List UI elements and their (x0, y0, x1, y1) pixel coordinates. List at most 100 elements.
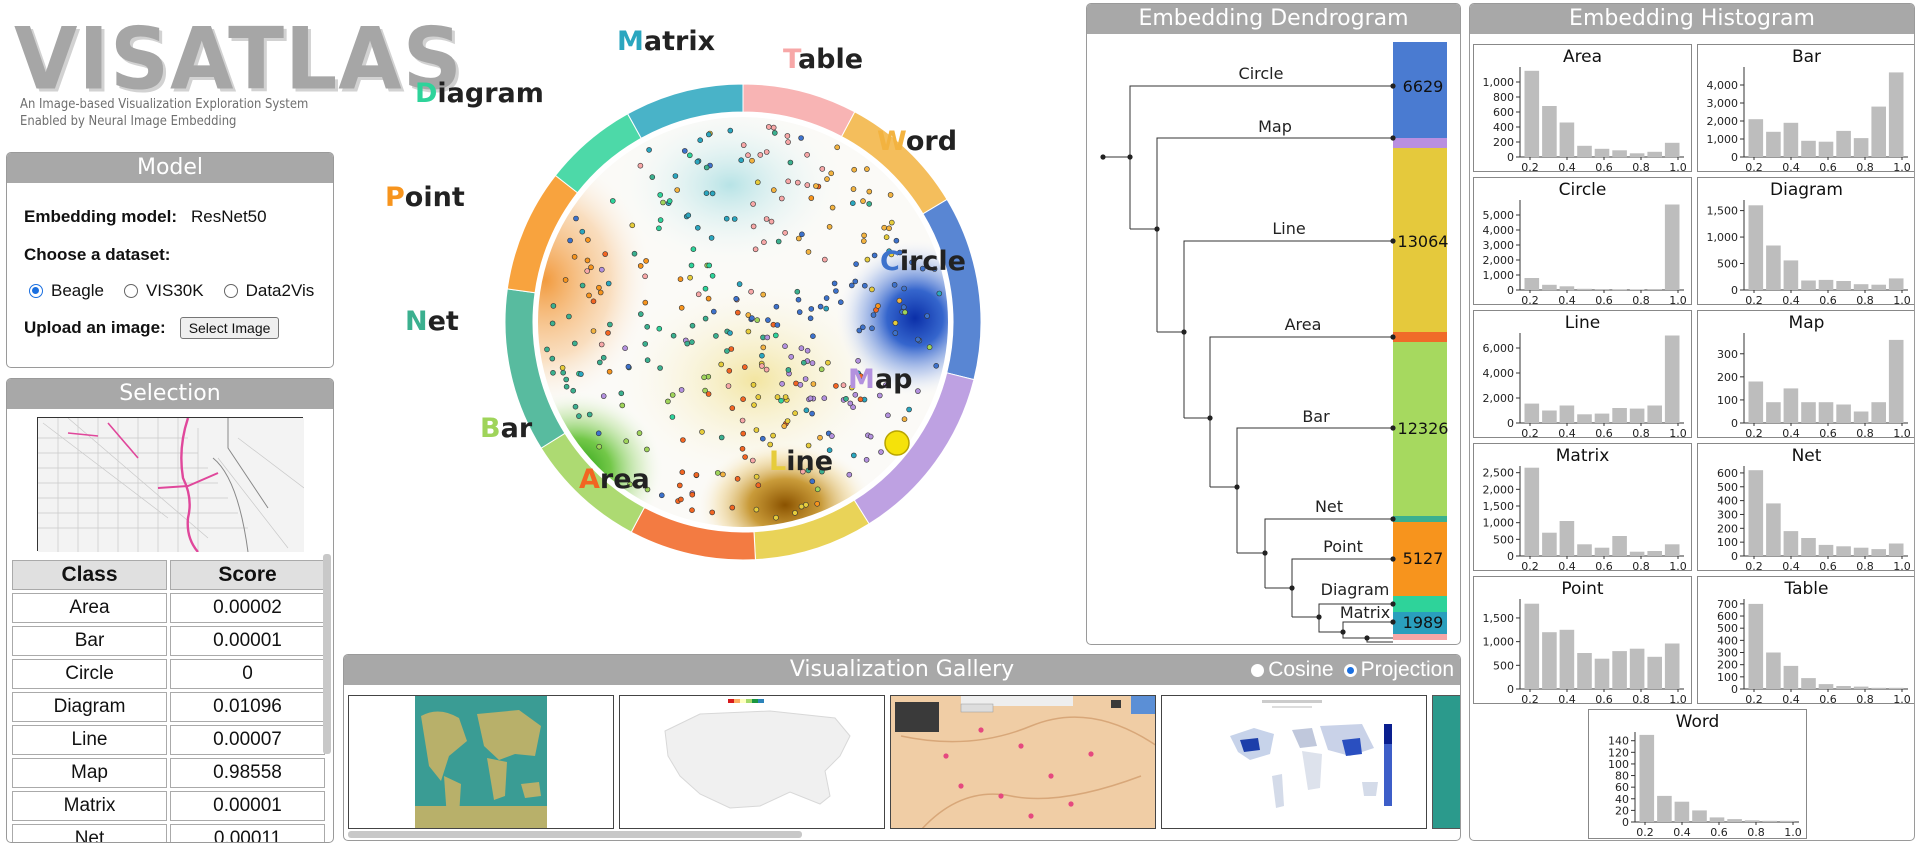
embedding-point[interactable] (857, 373, 864, 379)
embedding-point[interactable] (819, 166, 826, 172)
ring-segment-diagram[interactable] (554, 113, 642, 194)
embedding-point[interactable] (753, 427, 760, 433)
histogram-bar[interactable] (1748, 603, 1764, 689)
embedding-point[interactable] (826, 224, 833, 230)
embedding-point[interactable] (851, 166, 858, 173)
embedding-point[interactable] (807, 395, 814, 402)
histogram-bar[interactable] (1888, 278, 1904, 290)
embedding-point[interactable] (760, 291, 767, 298)
embedding-point[interactable] (674, 187, 681, 193)
embedding-point[interactable] (888, 219, 895, 226)
embedding-point[interactable] (864, 166, 870, 172)
embedding-point[interactable] (745, 312, 752, 318)
histogram-bar[interactable] (1524, 603, 1540, 689)
histogram-point[interactable]: Point 1,500 1,000 500 0 0.2 0.4 0.6 0.8 1.0 (1473, 576, 1692, 705)
embedding-point[interactable] (869, 325, 875, 332)
embedding-point[interactable] (742, 454, 748, 460)
embedding-point[interactable] (731, 216, 738, 222)
embedding-point[interactable] (740, 430, 747, 437)
histogram-bar[interactable] (1818, 141, 1834, 157)
embedding-point[interactable] (787, 159, 794, 166)
histogram-bar[interactable] (1577, 288, 1592, 290)
embedding-point[interactable] (755, 482, 762, 489)
histogram-bar[interactable] (1766, 503, 1781, 556)
embedding-point[interactable] (723, 215, 730, 222)
histogram-bar[interactable] (1762, 820, 1777, 822)
embedding-point[interactable] (855, 357, 861, 364)
histogram-bar[interactable] (1853, 411, 1869, 424)
embedding-point[interactable] (637, 311, 644, 317)
embedding-point[interactable] (598, 341, 605, 348)
histogram-map[interactable]: Map 300 200 100 0 0.2 0.4 0.6 0.8 1.0 (1697, 310, 1914, 439)
embedding-point[interactable] (754, 317, 761, 323)
embedding-point[interactable] (688, 262, 695, 269)
embedding-point[interactable] (759, 352, 765, 359)
embedding-point[interactable] (915, 336, 921, 343)
histogram-bar[interactable] (1888, 72, 1904, 157)
embedding-point[interactable] (850, 404, 856, 411)
histogram-bar[interactable] (1871, 284, 1886, 290)
histogram-net[interactable]: Net 600 500 400 300 200 100 0 0.2 0.4 0.6 0.8 1.0 (1697, 443, 1914, 572)
embedding-point[interactable] (729, 504, 736, 511)
embedding-point[interactable] (684, 340, 691, 347)
embedding-point[interactable] (846, 471, 853, 478)
embedding-point[interactable] (738, 157, 745, 163)
histogram-bar[interactable] (1836, 546, 1851, 556)
embedding-point[interactable] (785, 178, 792, 185)
embedding-point[interactable] (800, 359, 807, 366)
embedding-point[interactable] (770, 432, 776, 439)
class-column-header[interactable]: Class (12, 560, 167, 590)
embedding-point[interactable] (586, 411, 593, 418)
embedding-point[interactable] (774, 322, 781, 328)
embedding-point[interactable] (809, 410, 815, 417)
gallery-item[interactable] (1161, 695, 1427, 829)
embedding-point[interactable] (709, 509, 716, 516)
embedding-point[interactable] (792, 410, 798, 417)
embedding-point[interactable] (689, 491, 696, 498)
embedding-point[interactable] (773, 303, 780, 310)
embedding-point[interactable] (680, 437, 686, 443)
embedding-point[interactable] (764, 334, 771, 341)
embedding-point[interactable] (636, 430, 643, 436)
embedding-point[interactable] (595, 430, 602, 437)
histogram-bar[interactable] (1748, 470, 1764, 556)
embedding-point[interactable] (642, 341, 649, 347)
embedding-point[interactable] (644, 323, 651, 330)
embedding-point[interactable] (860, 198, 866, 204)
embedding-point[interactable] (644, 357, 651, 364)
embedding-point[interactable] (798, 135, 804, 141)
embedding-point[interactable] (727, 330, 733, 336)
embedding-point[interactable] (863, 456, 870, 463)
embedding-point[interactable] (866, 188, 873, 195)
embedding-point[interactable] (867, 433, 874, 440)
embedding-point[interactable] (669, 392, 676, 398)
histogram-bar[interactable] (1783, 665, 1799, 689)
histogram-bar[interactable] (1647, 289, 1662, 290)
histogram-bar[interactable] (1801, 280, 1816, 291)
gallery-item-partial[interactable] (1432, 695, 1460, 829)
category-label-area[interactable]: Area (579, 464, 650, 495)
embedding-point[interactable] (677, 276, 684, 283)
embedding-point[interactable] (804, 347, 811, 354)
histogram-bar[interactable] (1818, 402, 1834, 423)
embedding-point[interactable] (563, 376, 569, 383)
category-label-diagram[interactable]: Diagram (415, 78, 544, 109)
embedding-point[interactable] (643, 258, 649, 264)
embedding-point[interactable] (837, 299, 844, 306)
embedding-point[interactable] (694, 225, 701, 231)
embedding-point[interactable] (850, 452, 857, 459)
embedding-point[interactable] (567, 237, 573, 244)
cluster-bar-point[interactable] (1393, 522, 1447, 596)
embedding-point[interactable] (814, 486, 821, 493)
embedding-point[interactable] (649, 174, 656, 180)
embedding-point[interactable] (745, 328, 752, 335)
embedding-point[interactable] (678, 387, 685, 393)
embedding-point[interactable] (656, 325, 663, 332)
embedding-point[interactable] (866, 201, 873, 207)
category-label-net[interactable]: Net (405, 306, 459, 337)
embedding-point[interactable] (763, 366, 770, 373)
embedding-point[interactable] (798, 345, 805, 352)
embedding-point[interactable] (853, 261, 859, 267)
embedding-point[interactable] (933, 362, 940, 369)
embedding-point[interactable] (792, 510, 798, 516)
